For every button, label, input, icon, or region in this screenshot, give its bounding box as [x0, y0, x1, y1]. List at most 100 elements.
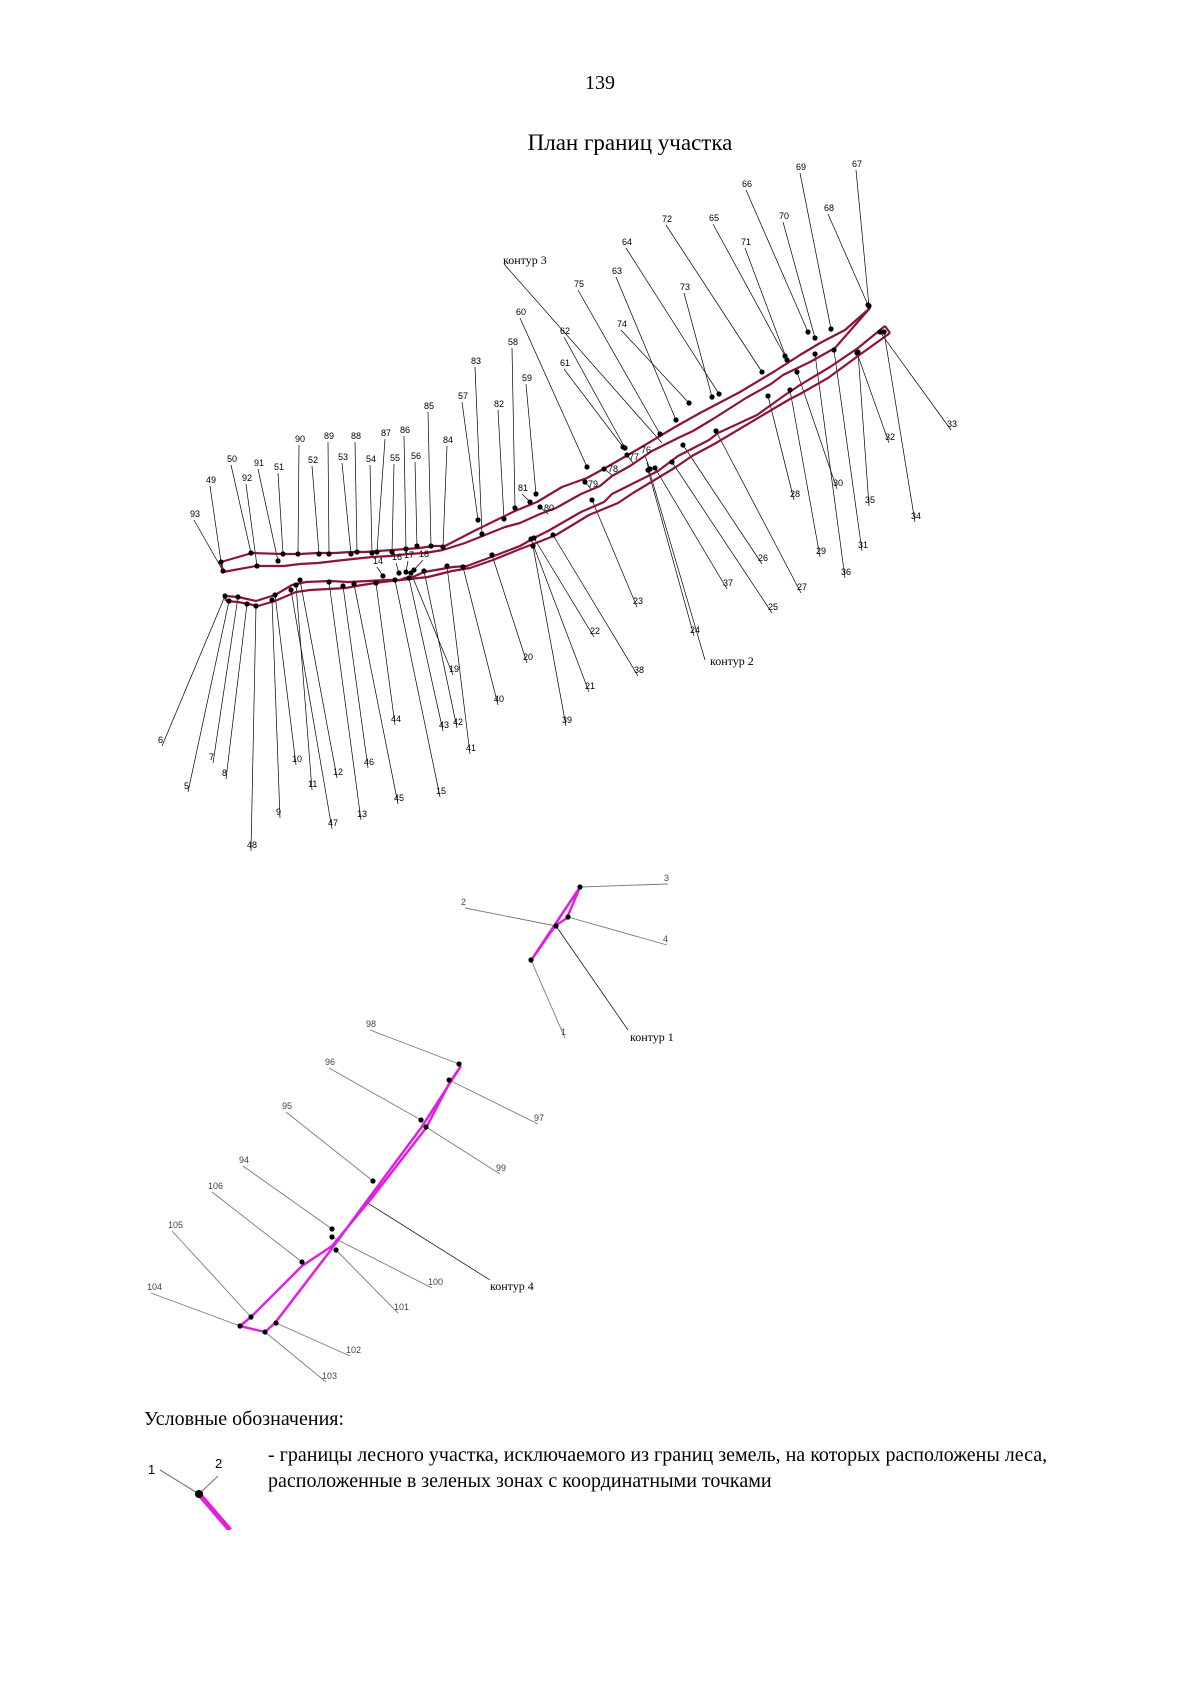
vertex-point: [421, 568, 427, 574]
point-label-21: 21: [585, 681, 595, 691]
point-label-105: 105: [168, 1220, 183, 1230]
vertex-point: [340, 583, 346, 589]
point-label-77: 77: [629, 452, 639, 462]
vertex-point: [686, 400, 692, 406]
point-label-10: 10: [292, 754, 302, 764]
point-label-1: 1: [561, 1027, 566, 1037]
vertex-point: [533, 491, 539, 497]
point-label-100: 100: [428, 1277, 443, 1287]
point-label-18: 18: [419, 549, 429, 559]
vertex-point: [759, 369, 765, 375]
leader-line: [827, 213, 869, 306]
vertex-point: [784, 357, 790, 363]
leader-line: [530, 959, 566, 1039]
vertex-point: [295, 551, 301, 557]
vertex-point: [333, 1247, 339, 1253]
vertex-point: [456, 1061, 462, 1067]
point-label-34: 34: [911, 511, 921, 521]
vertex-point: [530, 543, 536, 549]
vertex-point: [716, 391, 722, 397]
vertex-point: [254, 563, 260, 569]
leader-line: [855, 169, 870, 307]
point-label-92: 92: [242, 473, 252, 483]
contour-leader-line: [555, 925, 629, 1031]
vertex-point: [248, 1314, 254, 1320]
point-label-3: 3: [664, 873, 669, 883]
leader-line: [563, 336, 626, 449]
vertex-point: [657, 431, 663, 437]
vertex-point: [244, 601, 250, 607]
vertex-point: [218, 559, 224, 565]
vertex-point: [865, 302, 871, 308]
leader-line: [250, 605, 257, 852]
vertex-point: [380, 573, 386, 579]
vertex-point: [446, 1077, 452, 1083]
vertex-point: [565, 914, 571, 920]
vertex-point: [528, 957, 534, 963]
point-label-50: 50: [227, 454, 237, 464]
leader-line: [225, 603, 248, 780]
leader-line: [299, 579, 338, 779]
point-label-35: 35: [865, 495, 875, 505]
vertex-point: [537, 504, 543, 510]
leader-line: [883, 331, 916, 523]
vertex-point: [812, 351, 818, 357]
leader-line: [462, 566, 499, 706]
leader-line: [328, 1067, 422, 1121]
leader-line: [331, 1236, 433, 1289]
leader-line: [211, 1191, 303, 1263]
point-label-19: 19: [449, 664, 459, 674]
leader-line: [683, 292, 713, 398]
point-label-84: 84: [443, 435, 453, 445]
vertex-point: [577, 884, 583, 890]
vertex-point: [297, 577, 303, 583]
point-label-83: 83: [471, 356, 481, 366]
contour-1-label: контур 1: [630, 1030, 674, 1044]
vertex-point: [584, 464, 590, 470]
point-label-93: 93: [190, 509, 200, 519]
contour-labels: контур 3 контур 2 контур 1 контур 4: [490, 253, 754, 1293]
vertex-point: [787, 387, 793, 393]
vertex-point: [512, 505, 518, 511]
point-label-67: 67: [852, 159, 862, 169]
vertex-point: [812, 335, 818, 341]
point-label-46: 46: [364, 757, 374, 767]
leader-line: [745, 189, 809, 333]
point-label-104: 104: [147, 1282, 162, 1292]
vertex-point: [680, 442, 686, 448]
point-label-9: 9: [276, 807, 281, 817]
leader-line: [209, 485, 222, 563]
point-label-44: 44: [391, 714, 401, 724]
vertex-point: [444, 563, 450, 569]
point-label-66: 66: [742, 179, 752, 189]
point-label-97: 97: [534, 1113, 544, 1123]
point-label-12: 12: [333, 767, 343, 777]
point-label-52: 52: [308, 455, 318, 465]
vertex-point: [326, 551, 332, 557]
leader-line: [497, 409, 505, 520]
point-label-73: 73: [680, 282, 690, 292]
leader-line: [782, 221, 816, 339]
vertex-point: [269, 597, 275, 603]
point-label-40: 40: [494, 694, 504, 704]
leader-line: [369, 1029, 460, 1065]
point-label-80: 80: [544, 503, 554, 513]
vertex-point: [329, 1226, 335, 1232]
vertex-point: [855, 349, 861, 355]
point-label-4: 4: [663, 934, 668, 944]
point-label-48: 48: [247, 840, 257, 850]
vertex-point: [235, 594, 241, 600]
leader-line: [290, 589, 333, 830]
leader-line: [796, 371, 838, 490]
point-label-106: 106: [208, 1181, 223, 1191]
point-label-11: 11: [308, 779, 317, 789]
leader-line: [369, 464, 373, 554]
point-label-20: 20: [523, 652, 533, 662]
leader-line: [511, 347, 516, 509]
leader-line: [171, 1230, 252, 1318]
leader-line: [161, 595, 226, 747]
leader-line: [193, 519, 224, 572]
vertex-point: [428, 543, 434, 549]
vertex-point: [713, 428, 719, 434]
point-label-57: 57: [458, 391, 468, 401]
